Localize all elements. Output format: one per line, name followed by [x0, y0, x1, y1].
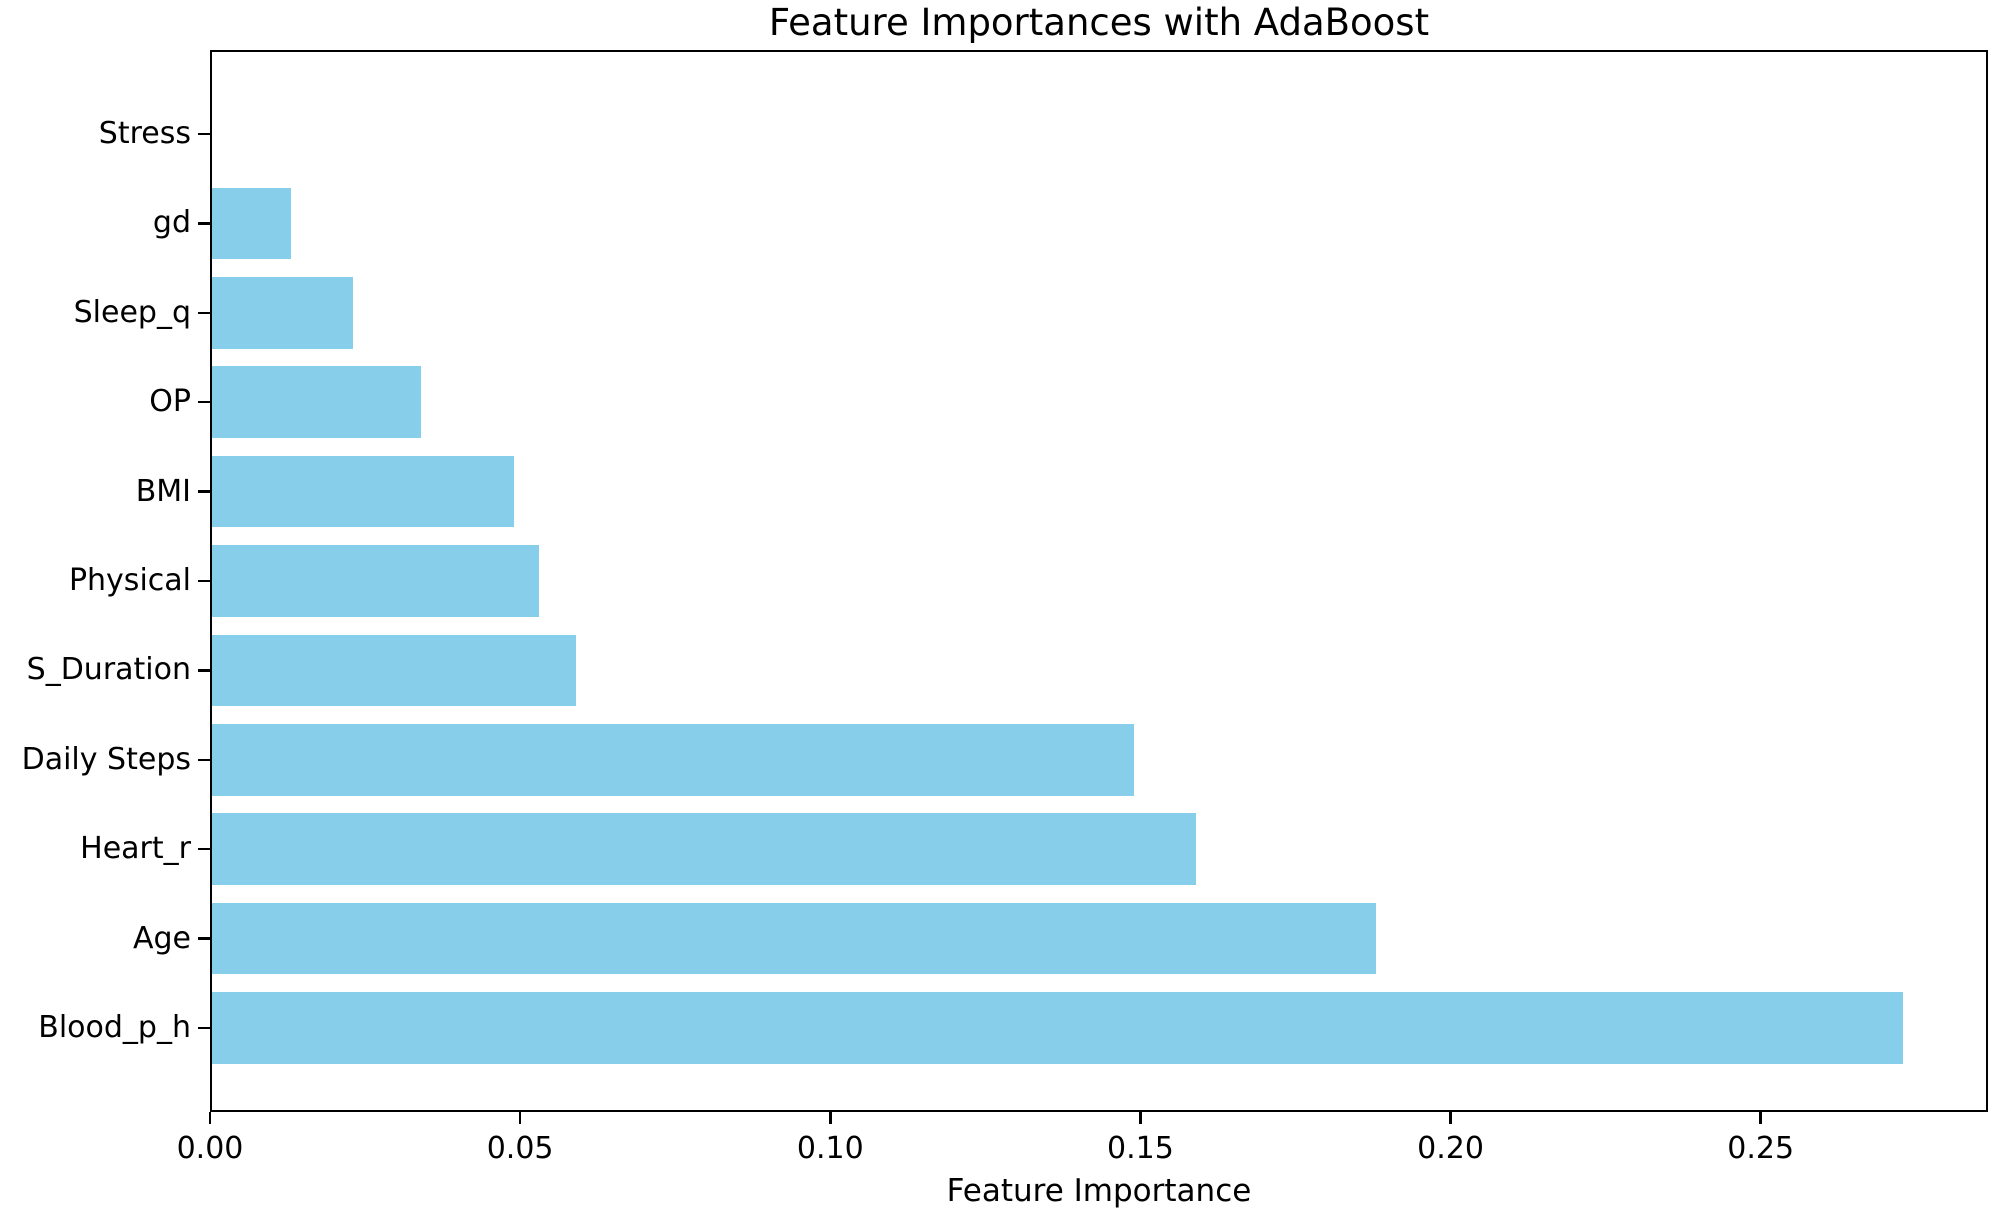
x-tick-mark — [1759, 1112, 1762, 1124]
x-tick-mark — [829, 1112, 832, 1124]
y-tick-label-physical: Physical — [68, 563, 191, 598]
x-tick-label-0.05: 0.05 — [486, 1131, 554, 1166]
y-tick-mark — [198, 1026, 210, 1030]
bar-op — [210, 366, 421, 438]
y-tick-mark — [198, 579, 210, 583]
y-tick-mark — [198, 132, 210, 136]
bar-physical — [210, 545, 539, 617]
bar-heart-r — [210, 813, 1196, 885]
y-tick-label-heart-r: Heart_r — [80, 831, 191, 867]
y-tick-label-sleep-q: Sleep_q — [73, 294, 191, 330]
y-tick-mark — [198, 847, 210, 851]
x-tick-label-0.10: 0.10 — [796, 1131, 864, 1166]
bar-gd — [210, 187, 291, 260]
x-tick-mark — [518, 1112, 522, 1124]
x-tick-mark — [1449, 1112, 1452, 1124]
y-tick-label-blood-p-h: Blood_p_h — [38, 1009, 191, 1045]
x-tick-label-0.00: 0.00 — [176, 1131, 244, 1166]
bar-blood-p-h — [210, 992, 1903, 1064]
y-tick-mark — [198, 400, 210, 404]
bar-age — [210, 902, 1376, 975]
y-tick-mark — [198, 311, 210, 315]
bar-daily-steps — [210, 724, 1134, 796]
x-tick-label-0.25: 0.25 — [1727, 1131, 1795, 1166]
y-tick-mark — [198, 222, 210, 225]
y-tick-mark — [198, 937, 210, 940]
x-tick-mark — [208, 1112, 212, 1124]
bar-s-duration — [210, 634, 576, 707]
y-tick-mark — [198, 490, 210, 493]
chart-title: Feature Importances with AdaBoost — [768, 1, 1430, 44]
x-tick-label-0.20: 0.20 — [1417, 1131, 1484, 1166]
y-tick-label-op: OP — [149, 384, 191, 420]
bar-bmi — [210, 455, 514, 528]
y-tick-label-s-duration: S_Duration — [26, 652, 191, 688]
y-tick-mark — [198, 758, 210, 762]
y-tick-label-stress: Stress — [98, 116, 191, 152]
y-tick-label-age: Age — [132, 920, 191, 956]
x-tick-mark — [1139, 1112, 1142, 1124]
y-tick-label-daily-steps: Daily Steps — [21, 741, 191, 777]
bar-sleep-q — [210, 277, 353, 349]
x-tick-label-0.15: 0.15 — [1106, 1131, 1174, 1166]
y-tick-label-gd: gd — [152, 205, 191, 241]
y-tick-label-bmi: BMI — [135, 473, 191, 509]
x-axis-label: Feature Importance — [946, 1173, 1252, 1209]
y-tick-mark — [198, 669, 210, 672]
